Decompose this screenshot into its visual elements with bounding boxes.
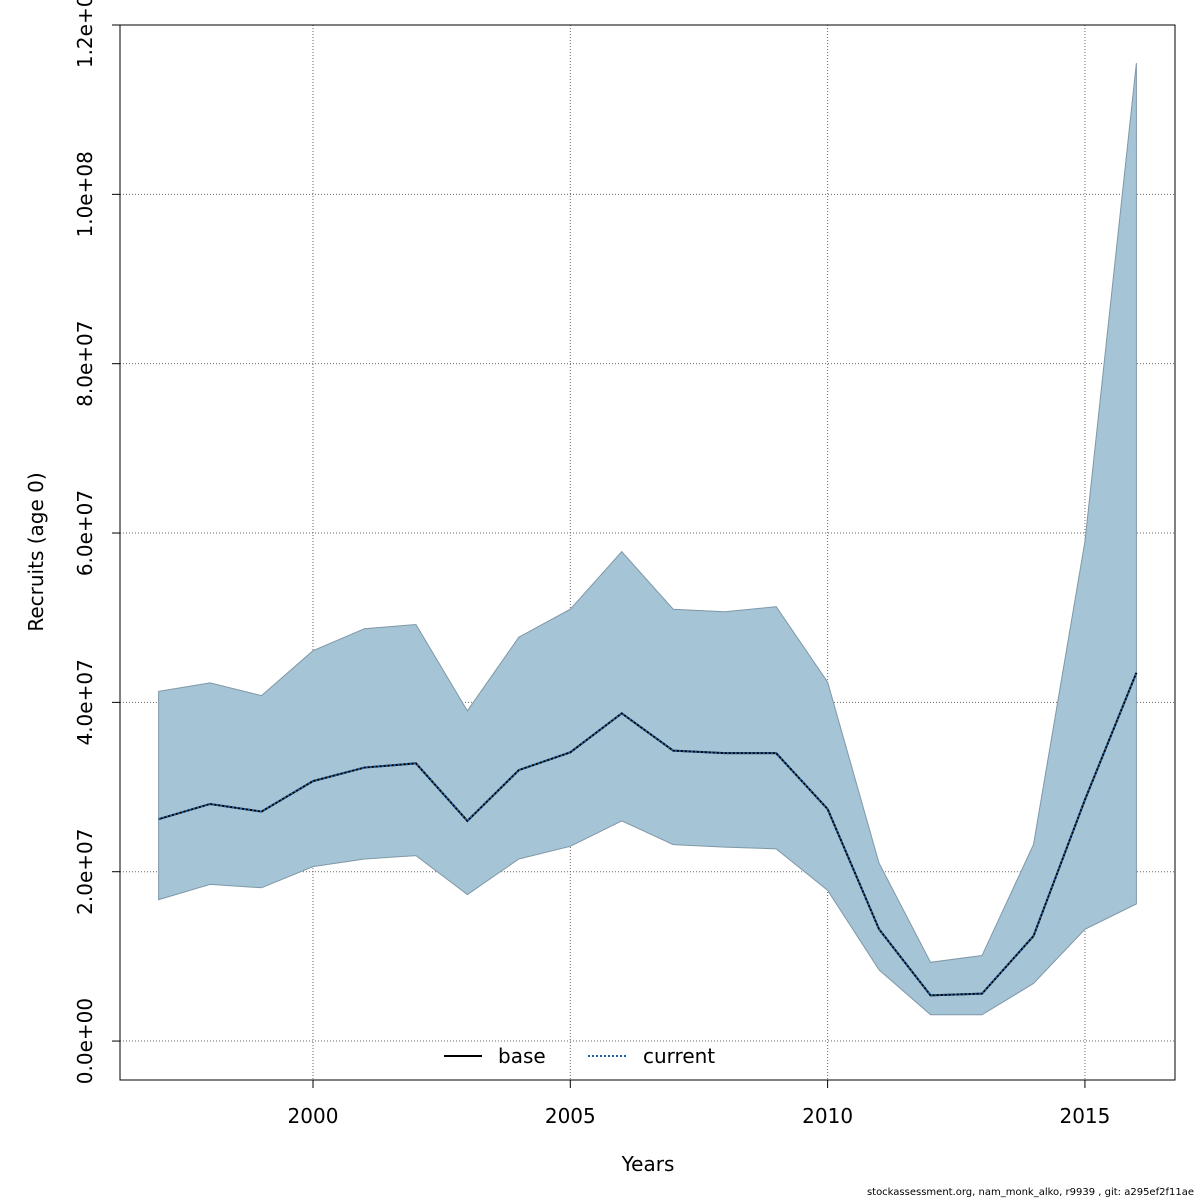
x-axis: 2000 2005 2010 2015 <box>288 1079 1110 1128</box>
y-tick-label: 0.0e+00 <box>73 998 97 1084</box>
confidence-band <box>158 63 1137 1016</box>
y-tick-label: 1.2e+08 <box>73 0 97 68</box>
legend-current-label: current <box>643 1044 715 1068</box>
y-tick-label: 8.0e+07 <box>73 321 97 407</box>
y-tick-label: 4.0e+07 <box>73 659 97 745</box>
y-axis-title: Recruits (age 0) <box>24 472 48 631</box>
footer-caption: stockassessment.org, nam_monk_alko, r993… <box>866 1187 1194 1198</box>
legend: base current <box>444 1044 715 1068</box>
x-tick-label: 2015 <box>1059 1104 1110 1128</box>
x-tick-label: 2010 <box>802 1104 853 1128</box>
x-tick-label: 2005 <box>545 1104 596 1128</box>
y-tick-label: 2.0e+07 <box>73 829 97 915</box>
series-lines <box>158 672 1138 997</box>
y-axis: 0.0e+00 2.0e+07 4.0e+07 6.0e+07 8.0e+07 1.0e+… <box>73 0 121 1084</box>
legend-base-label: base <box>498 1044 546 1068</box>
x-tick-label: 2000 <box>288 1104 339 1128</box>
series-line-base <box>158 672 1138 997</box>
x-axis-title: Years <box>621 1152 675 1176</box>
y-tick-label: 1.0e+08 <box>73 151 97 237</box>
y-tick-label: 6.0e+07 <box>73 490 97 576</box>
